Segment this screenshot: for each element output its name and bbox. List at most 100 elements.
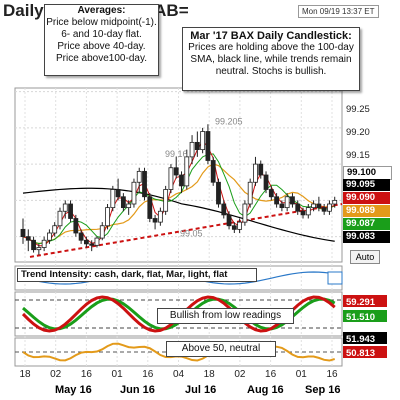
month-label: Sep 16 — [305, 384, 341, 396]
candle-body — [73, 218, 79, 234]
candle-body — [274, 196, 280, 205]
candle-body — [120, 196, 126, 209]
candle-body — [105, 207, 110, 227]
candle-body — [300, 210, 306, 216]
candle-body — [89, 243, 95, 246]
candle-body — [20, 228, 26, 238]
candle-body — [258, 163, 264, 176]
candle-body — [210, 160, 216, 183]
date-tick-label: 16 — [142, 369, 154, 380]
candle-body — [78, 232, 84, 241]
commentary-line: neutral. Stochs is bullish. — [215, 66, 327, 77]
candle-body — [194, 141, 200, 151]
price-value-label: 99.087 — [343, 218, 390, 230]
candle-body — [131, 181, 137, 205]
price-tick-label: 99.25 — [346, 104, 370, 115]
stoch-note: Bullish from low readings — [157, 308, 294, 324]
price-value-label: 99.083 — [343, 231, 390, 243]
rsi-note: Above 50, neutral — [166, 341, 276, 357]
indicator-value-box — [343, 332, 387, 344]
candle-body — [295, 203, 301, 212]
averages-title: Averages: — [77, 5, 126, 16]
candle-body — [147, 196, 153, 219]
candle-body — [110, 189, 116, 209]
price-value-label: 99.095 — [343, 179, 390, 191]
averages-line: Price below midpoint(-1). — [46, 17, 157, 28]
date-tick-label: 02 — [234, 369, 246, 380]
averages-line: Price above 40-day. — [57, 41, 146, 52]
month-label: May 16 — [55, 384, 92, 396]
support-trendline — [29, 203, 343, 258]
date-tick-label: 18 — [204, 369, 216, 380]
candle-body — [31, 239, 36, 251]
candle-body — [268, 189, 274, 198]
sma10-line — [22, 140, 335, 247]
commentary-box: Mar '17 BAX Daily Candlestick: Prices ar… — [182, 27, 360, 91]
candle-body — [247, 181, 253, 205]
date-tick-label: 18 — [19, 369, 31, 380]
date-tick-label: 02 — [50, 369, 62, 380]
indicator-value-label: 50.813 — [346, 348, 375, 359]
candle-body — [327, 203, 332, 212]
price-annotation: 99.16 — [165, 149, 188, 159]
indicator-value-box — [343, 346, 387, 358]
month-label: Aug 16 — [247, 384, 284, 396]
averages-line: 6- and 10-day flat. — [61, 29, 142, 40]
candle-body — [99, 225, 105, 239]
price-tick-label: 99.20 — [346, 127, 370, 138]
price-annotation: 99.05 — [180, 229, 203, 239]
indicator-value-label: 51.510 — [346, 312, 375, 323]
candle-body — [231, 225, 237, 230]
candle-body — [290, 196, 295, 205]
candle-body — [205, 131, 211, 161]
candle-body — [263, 174, 269, 190]
candle-body — [173, 167, 179, 176]
candle-body — [168, 167, 174, 190]
date-tick-label: 16 — [81, 369, 93, 380]
candle-body — [126, 203, 132, 209]
candle-body — [242, 203, 248, 223]
candle-body — [221, 203, 227, 216]
candle-body — [179, 174, 184, 187]
candle-body — [163, 189, 169, 212]
indicator-value-label: 51.943 — [346, 334, 375, 345]
month-label: Jun 16 — [120, 384, 155, 396]
indicator-value-box — [343, 295, 387, 307]
candle-body — [47, 232, 52, 241]
candle-body — [216, 181, 221, 205]
date-stamp: Mon 09/19 13:37 ET — [298, 5, 379, 18]
auto-scale-button[interactable]: Auto — [350, 250, 380, 264]
candle-body — [62, 203, 68, 212]
candle-body — [184, 156, 190, 187]
candle-body — [305, 207, 311, 216]
candle-body — [253, 163, 258, 183]
candle-body — [332, 199, 338, 205]
candle-body — [68, 203, 73, 219]
candle-body — [94, 237, 100, 246]
candle-body — [321, 207, 327, 212]
date-tick-label: 04 — [173, 369, 185, 380]
trend-scroll-arrow-icon — [327, 271, 343, 285]
candle-body — [284, 196, 290, 209]
candle-body — [41, 239, 47, 248]
candle-body — [226, 214, 232, 227]
candle-body — [200, 131, 206, 151]
averages-line: Price above100-day. — [56, 53, 147, 64]
candle-body — [152, 218, 158, 223]
candle-body — [52, 225, 58, 234]
commentary-title: Mar '17 BAX Daily Candlestick: — [190, 30, 352, 42]
candle-body — [316, 203, 322, 209]
price-value-label: 99.089 — [343, 205, 390, 217]
candle-body — [136, 170, 142, 183]
date-tick-label: 16 — [265, 369, 277, 380]
candle-body — [157, 210, 163, 223]
candle-body — [279, 203, 285, 209]
candle-body — [57, 210, 63, 227]
price-value-label: 99.100 — [343, 166, 392, 180]
indicator-value-box — [343, 310, 387, 322]
commentary-line: Prices are holding above the 100-day — [188, 42, 354, 53]
candle-body — [36, 247, 42, 251]
month-label: Jul 16 — [185, 384, 217, 396]
sma100-line — [22, 187, 335, 242]
price-annotation: 99.205 — [215, 116, 243, 126]
